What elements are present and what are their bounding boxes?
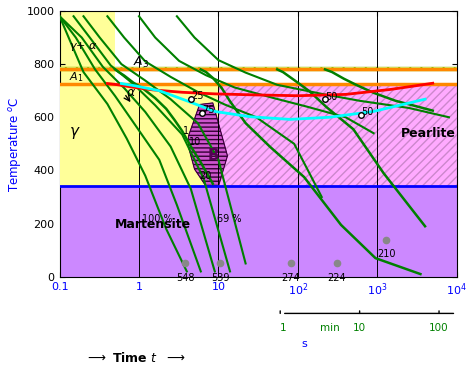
Text: $\gamma$+ $\alpha$: $\gamma$+ $\alpha$: [69, 40, 97, 53]
Text: 25: 25: [191, 91, 203, 101]
Text: 210: 210: [377, 249, 395, 259]
Text: 1: 1: [280, 323, 286, 333]
Text: 20: 20: [200, 171, 212, 181]
Text: 548: 548: [176, 273, 194, 283]
Text: 539: 539: [211, 273, 229, 283]
Text: Martensite: Martensite: [115, 218, 191, 230]
Text: $A_3$: $A_3$: [133, 55, 149, 70]
Text: 10: 10: [189, 137, 201, 147]
Polygon shape: [60, 11, 115, 83]
Text: 50: 50: [361, 107, 373, 117]
Text: Pearlite: Pearlite: [401, 127, 456, 140]
Text: 100: 100: [429, 323, 449, 333]
Polygon shape: [60, 67, 456, 71]
Text: 69 %: 69 %: [217, 214, 241, 224]
Polygon shape: [60, 186, 456, 277]
Text: 10: 10: [353, 323, 366, 333]
Polygon shape: [189, 103, 228, 186]
Text: 224: 224: [328, 273, 346, 283]
Text: 1: 1: [183, 126, 189, 136]
Text: $\gamma$: $\gamma$: [69, 125, 80, 141]
Text: 274: 274: [282, 273, 301, 283]
Text: 50: 50: [325, 92, 337, 102]
Polygon shape: [60, 83, 219, 277]
Text: $\longrightarrow$ Time $t$  $\longrightarrow$: $\longrightarrow$ Time $t$ $\longrightar…: [85, 351, 186, 365]
Text: s: s: [301, 338, 307, 349]
Text: 100 %: 100 %: [142, 214, 173, 224]
Y-axis label: Temperature $^o$C: Temperature $^o$C: [7, 96, 24, 191]
Text: $\bf{B}$: $\bf{B}$: [207, 147, 219, 163]
Polygon shape: [60, 83, 456, 186]
Text: min: min: [319, 323, 339, 333]
Text: 75: 75: [202, 105, 214, 115]
Polygon shape: [60, 83, 219, 186]
Text: $\alpha$: $\alpha$: [126, 86, 136, 99]
Text: $A_1$: $A_1$: [69, 70, 83, 84]
